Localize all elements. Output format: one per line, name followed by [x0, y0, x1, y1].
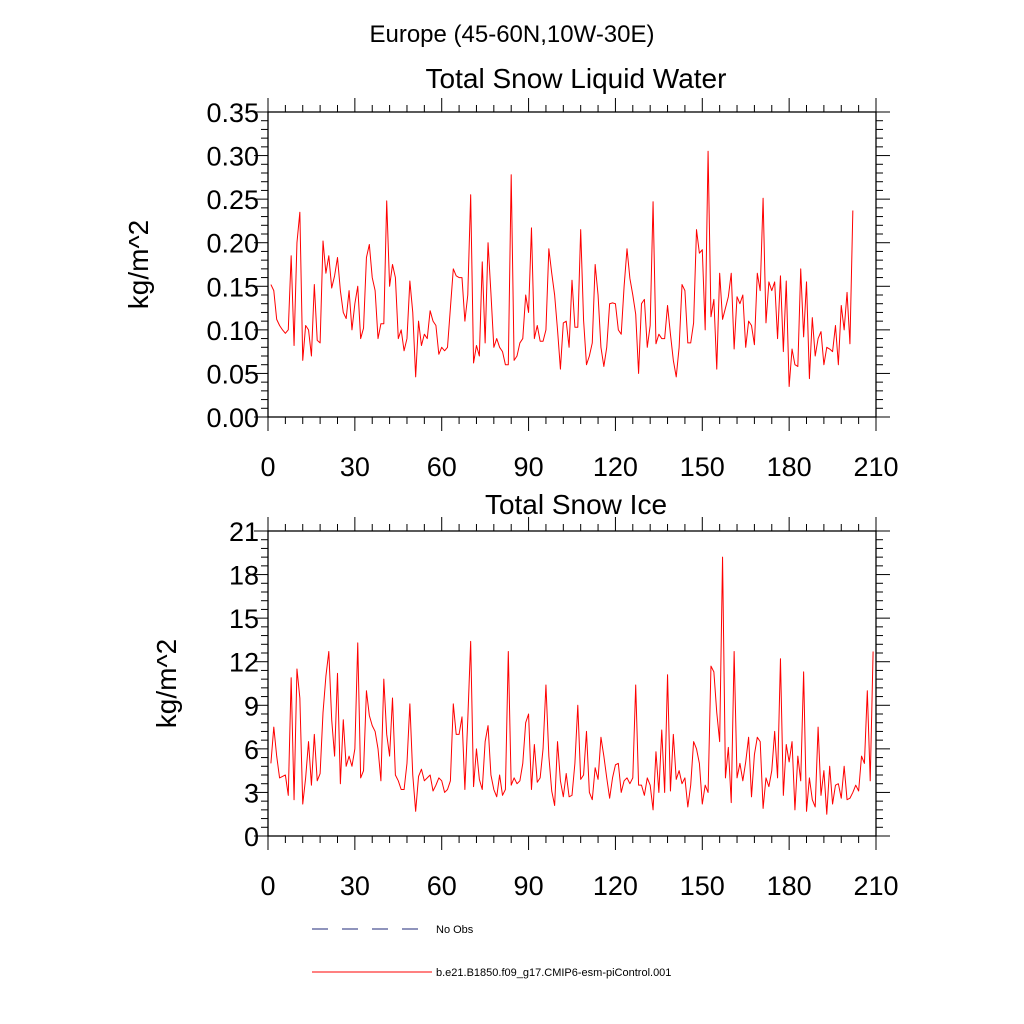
chart-panel-2: Total Snow Ice 0 30 60 90 120 150 180 210 0 3 6 9 12 1…: [151, 489, 899, 901]
y-tick-label: 0.15: [206, 272, 259, 302]
y-axis-label: kg/m^2: [123, 220, 154, 309]
x-tick-label: 150: [680, 452, 725, 482]
y-tick-label: 0.00: [206, 403, 259, 433]
y-axis-label: kg/m^2: [151, 639, 182, 728]
legend-label-1: No Obs: [436, 924, 474, 936]
figure-title: Europe (45-60N,10W-30E): [369, 21, 654, 48]
plot-frame: [267, 530, 877, 837]
x-tick-label: 150: [680, 871, 725, 901]
x-tick-label: 0: [260, 871, 275, 901]
y-tick-label: 21: [229, 517, 259, 547]
y-tick-label: 0.25: [206, 185, 259, 215]
legend: No Obs b.e21.B1850.f09_g17.CMIP6-esm-piCo…: [312, 924, 671, 979]
x-tick-label: 0: [260, 452, 275, 482]
y-tick-label: 12: [229, 648, 259, 678]
series-line-1: [270, 150, 854, 387]
y-tick-label: 0.20: [206, 229, 259, 259]
x-tick-label: 60: [427, 452, 457, 482]
y-tick-label: 0: [244, 822, 259, 852]
y-tick-label: 18: [229, 561, 259, 591]
x-tick-label: 120: [593, 452, 638, 482]
chart-title: Total Snow Liquid Water: [426, 63, 727, 94]
y-tick-label: 0.05: [206, 359, 259, 389]
x-tick-label: 210: [853, 452, 898, 482]
chart-panel-1: Total Snow Liquid Water 0 30 60 90 120 150 180 2…: [123, 63, 899, 482]
plot-frame: [267, 111, 877, 418]
x-tick-label: 30: [340, 871, 370, 901]
y-tick-label: 0.30: [206, 142, 259, 172]
y-tick-label: 3: [244, 778, 259, 808]
series-line-1: [270, 556, 874, 815]
x-tick-label: 30: [340, 452, 370, 482]
y-tick-label: 9: [244, 691, 259, 721]
x-tick-label: 210: [853, 871, 898, 901]
x-tick-label: 120: [593, 871, 638, 901]
x-tick-label: 60: [427, 871, 457, 901]
x-tick-label: 90: [514, 871, 544, 901]
x-tick-label: 90: [514, 452, 544, 482]
chart-title: Total Snow Ice: [485, 489, 667, 520]
x-tick-label: 180: [767, 871, 812, 901]
y-tick-label: 6: [244, 735, 259, 765]
y-tick-label: 0.10: [206, 316, 259, 346]
y-tick-label: 0.35: [206, 98, 259, 128]
y-tick-label: 15: [229, 604, 259, 634]
legend-label-2: b.e21.B1850.f09_g17.CMIP6-esm-piControl.…: [436, 967, 671, 979]
x-tick-label: 180: [767, 452, 812, 482]
